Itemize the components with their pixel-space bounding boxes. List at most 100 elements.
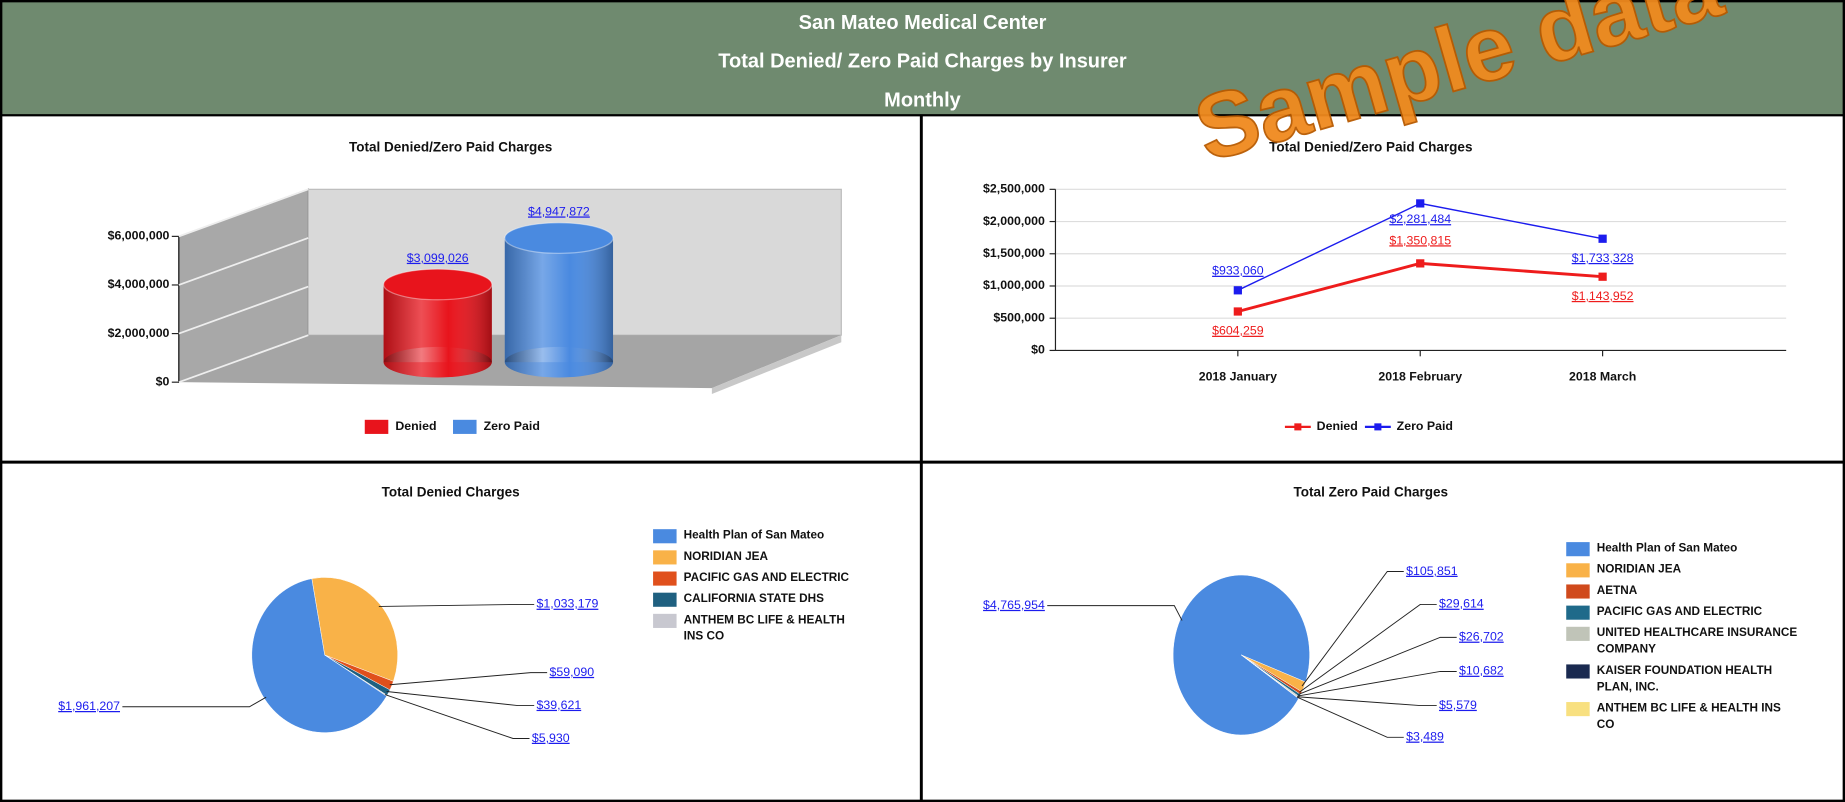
- value-label: $29,614: [1439, 597, 1484, 611]
- value-label: $59,090: [549, 665, 594, 679]
- x-tick-label: 2018 March: [1569, 370, 1636, 384]
- cylinder-top: [504, 222, 614, 254]
- chart-title: Total Denied Charges: [382, 484, 520, 499]
- y-tick-label: $2,000,000: [983, 214, 1045, 228]
- value-label: $1,033,179: [537, 597, 599, 611]
- value-label: $604,259: [1212, 324, 1264, 338]
- legend: Health Plan of San Mateo NORIDIAN JEA PACI…: [653, 528, 865, 646]
- legend-swatch: [1566, 702, 1590, 717]
- legend-label: Denied: [1317, 419, 1358, 433]
- cylinder-shade: [504, 238, 614, 363]
- value-label: $1,143,952: [1572, 289, 1634, 303]
- leader-line: [1297, 670, 1457, 697]
- legend-swatch: [653, 613, 677, 628]
- pie-chart: Total Denied Charges Health Plan of San M…: [58, 484, 865, 744]
- x-tick-label: 2018 January: [1199, 370, 1277, 384]
- floor-edge: [711, 335, 842, 394]
- legend-label: KAISER FOUNDATION HEALTH PLAN, INC.: [1596, 664, 1773, 694]
- legend-swatch: [453, 419, 477, 434]
- legend-entry: NORIDIAN JEA: [1566, 562, 1801, 578]
- legend-swatch: [1566, 605, 1590, 620]
- pie-slice: [311, 577, 398, 682]
- legend-swatch: [653, 529, 677, 544]
- value-label: $39,621: [537, 698, 582, 712]
- y-tick-label: $2,000,000: [108, 326, 170, 340]
- grid-line: [178, 285, 309, 335]
- legend-label: PACIFIC GAS AND ELECTRIC: [1596, 605, 1763, 619]
- legend-entry: UNITED HEALTHCARE INSURANCE COMPANY: [1566, 626, 1801, 659]
- legend-entry: NORIDIAN JEA: [653, 549, 865, 565]
- line-chart: Total Denied/Zero Paid Charges $0 $500,000…: [983, 140, 1787, 433]
- legend-entry: AETNA: [1566, 583, 1801, 599]
- y-tick-label: $0: [156, 374, 170, 388]
- legend-label: ANTHEM BC LIFE & HEALTH INS CO: [1596, 702, 1781, 732]
- point: [1416, 259, 1425, 268]
- value-label: $2,281,484: [1389, 212, 1451, 226]
- legend-label: PACIFIC GAS AND ELECTRIC: [683, 571, 850, 585]
- legend-entry: ANTHEM BC LIFE & HEALTH INS CO: [1566, 701, 1801, 734]
- leader-line: [378, 603, 535, 607]
- pie-chart: Total Zero Paid Charges Health Plan of Sa…: [983, 484, 1801, 744]
- legend-entry: PACIFIC GAS AND ELECTRIC: [653, 570, 865, 586]
- value-label: $4,947,872: [528, 204, 590, 218]
- value-label: $26,702: [1459, 630, 1504, 644]
- charts: Total Denied/Zero Paid Charges $0 $2,000,0…: [58, 140, 1801, 745]
- value-label: $10,682: [1459, 664, 1504, 678]
- point: [1598, 234, 1607, 243]
- grid-line: [178, 188, 309, 238]
- legend-entry: ANTHEM BC LIFE & HEALTH INS CO: [653, 613, 865, 646]
- legend-label: CALIFORNIA STATE DHS: [683, 592, 824, 606]
- legend-swatch: [653, 592, 677, 607]
- series-line: [1237, 261, 1603, 313]
- chart-title: Total Denied/Zero Paid Charges: [1269, 140, 1472, 155]
- x-tick-label: 2018 February: [1378, 370, 1462, 384]
- legend-marker: [1374, 423, 1382, 431]
- legend-swatch: [1566, 563, 1590, 578]
- legend-swatch: [364, 419, 389, 434]
- header-title: San Mateo Medical Center: [799, 12, 1047, 34]
- value-label: $1,350,815: [1389, 233, 1451, 247]
- legend-swatch: [1566, 626, 1590, 641]
- legend-swatch: [1566, 584, 1590, 599]
- legend-label: Zero Paid: [484, 419, 540, 433]
- header-subtitle: Total Denied/ Zero Paid Charges by Insur…: [718, 51, 1127, 73]
- leader-line: [1297, 696, 1437, 707]
- legend-list: Health Plan of San Mateo NORIDIAN JEA PACI…: [653, 528, 865, 646]
- legend-label: Health Plan of San Mateo: [683, 529, 825, 543]
- legend-label: AETNA: [1596, 584, 1638, 598]
- y-tick-label: $0: [1031, 343, 1045, 357]
- legend: Health Plan of San Mateo NORIDIAN JEA AETN…: [1566, 541, 1801, 734]
- point: [1233, 286, 1242, 295]
- grid-line: [178, 334, 309, 384]
- legend-label: UNITED HEALTHCARE INSURANCE COMPANY: [1596, 626, 1798, 657]
- legend-entry: CALIFORNIA STATE DHS: [653, 592, 865, 608]
- legend-label: Health Plan of San Mateo: [1596, 542, 1738, 556]
- legend-entry: Health Plan of San Mateo: [653, 528, 865, 544]
- header-bar: [0, 0, 1845, 116]
- value-label: $5,579: [1439, 698, 1477, 712]
- cylinder-top: [383, 268, 493, 301]
- leader-line: [386, 691, 535, 707]
- legend-entry: Health Plan of San Mateo: [1566, 541, 1801, 557]
- legend-entry: PACIFIC GAS AND ELECTRIC: [1566, 604, 1801, 620]
- point: [1598, 272, 1607, 281]
- leader-line: [1047, 605, 1183, 621]
- value-label: $933,060: [1212, 264, 1264, 278]
- y-tick-label: $1,000,000: [983, 278, 1045, 292]
- leader-line: [1296, 696, 1404, 738]
- legend-label: NORIDIAN JEA: [1596, 563, 1682, 577]
- header-period: Monthly: [884, 89, 961, 111]
- leader-line: [384, 694, 530, 739]
- legend-label: Zero Paid: [1397, 419, 1453, 433]
- leader-line: [122, 696, 267, 708]
- leader-line: [1301, 571, 1404, 687]
- y-tick-label: $4,000,000: [108, 277, 170, 291]
- y-tick-label: $6,000,000: [108, 229, 170, 243]
- value-label: $3,489: [1406, 730, 1444, 744]
- bar-chart: Total Denied/Zero Paid Charges $0 $2,000,0…: [108, 140, 842, 434]
- legend-label: NORIDIAN JEA: [683, 550, 768, 564]
- value-label: $1,961,207: [58, 699, 120, 713]
- chart-title: Total Zero Paid Charges: [1294, 484, 1449, 499]
